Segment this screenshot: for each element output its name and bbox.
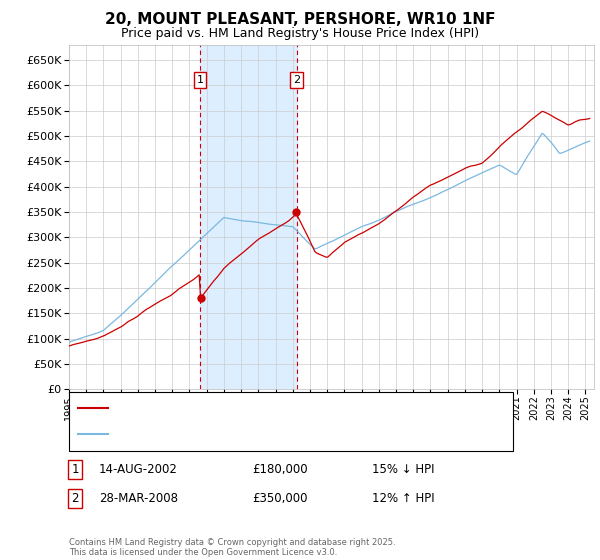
Text: 14-AUG-2002: 14-AUG-2002	[99, 463, 178, 476]
Bar	[200, 45, 297, 389]
Text: 1: 1	[197, 75, 203, 85]
Text: £180,000: £180,000	[252, 463, 308, 476]
Text: Contains HM Land Registry data © Crown copyright and database right 2025.
This d: Contains HM Land Registry data © Crown c…	[69, 538, 395, 557]
Text: 1: 1	[71, 463, 79, 476]
Text: 28-MAR-2008: 28-MAR-2008	[99, 492, 178, 505]
Text: 20, MOUNT PLEASANT, PERSHORE, WR10 1NF (detached house): 20, MOUNT PLEASANT, PERSHORE, WR10 1NF (…	[114, 403, 448, 413]
Text: 2: 2	[293, 75, 300, 85]
Text: £350,000: £350,000	[252, 492, 308, 505]
Text: 20, MOUNT PLEASANT, PERSHORE, WR10 1NF: 20, MOUNT PLEASANT, PERSHORE, WR10 1NF	[105, 12, 495, 27]
Text: HPI: Average price, detached house, Wychavon: HPI: Average price, detached house, Wych…	[114, 430, 361, 440]
Text: Price paid vs. HM Land Registry's House Price Index (HPI): Price paid vs. HM Land Registry's House …	[121, 27, 479, 40]
Text: 15% ↓ HPI: 15% ↓ HPI	[372, 463, 434, 476]
Text: 12% ↑ HPI: 12% ↑ HPI	[372, 492, 434, 505]
Text: 2: 2	[71, 492, 79, 505]
